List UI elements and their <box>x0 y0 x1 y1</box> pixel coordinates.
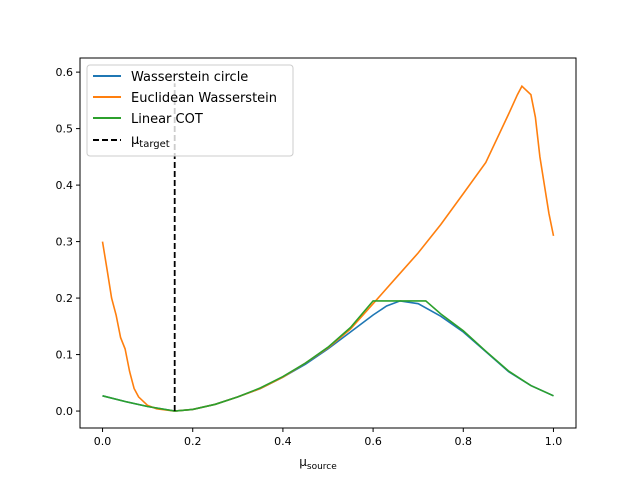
y-tick-label: 0.2 <box>56 292 74 305</box>
x-axis-label-sub: source <box>307 462 337 472</box>
legend-mu-sub: target <box>139 139 169 150</box>
x-axis-label: μsource <box>299 455 337 472</box>
legend-label-wasserstein-circle: Wasserstein circle <box>131 70 248 85</box>
x-tick-label: 1.0 <box>545 435 563 448</box>
legend-box <box>86 64 294 157</box>
x-tick-label: 0.8 <box>455 435 473 448</box>
legend-label-euclidean-wasserstein: Euclidean Wasserstein <box>131 91 277 106</box>
y-tick-label: 0.4 <box>56 179 74 192</box>
axes-frame <box>79 57 577 429</box>
series-line-linear-cot <box>102 300 554 412</box>
legend: Wasserstein circle Euclidean Wasserstein… <box>86 64 294 157</box>
legend-mu: μ <box>131 133 139 148</box>
y-tick-label: 0.6 <box>56 66 74 79</box>
x-tick-label: 0.0 <box>94 435 112 448</box>
series-line-wasserstein-circle <box>102 300 554 412</box>
x-tick-label: 0.2 <box>184 435 202 448</box>
x-tick-label: 0.6 <box>364 435 382 448</box>
legend-label-linear-cot: Linear COT <box>131 112 203 127</box>
y-tick-label: 0.3 <box>56 236 74 249</box>
y-tick-label: 0.0 <box>56 405 74 418</box>
x-tick-label: 0.4 <box>274 435 292 448</box>
legend-label-mu-target: μtarget <box>131 133 170 150</box>
y-tick-label: 0.1 <box>56 349 74 362</box>
y-tick-label: 0.5 <box>56 123 74 136</box>
x-axis-label-main: μ <box>299 455 307 469</box>
